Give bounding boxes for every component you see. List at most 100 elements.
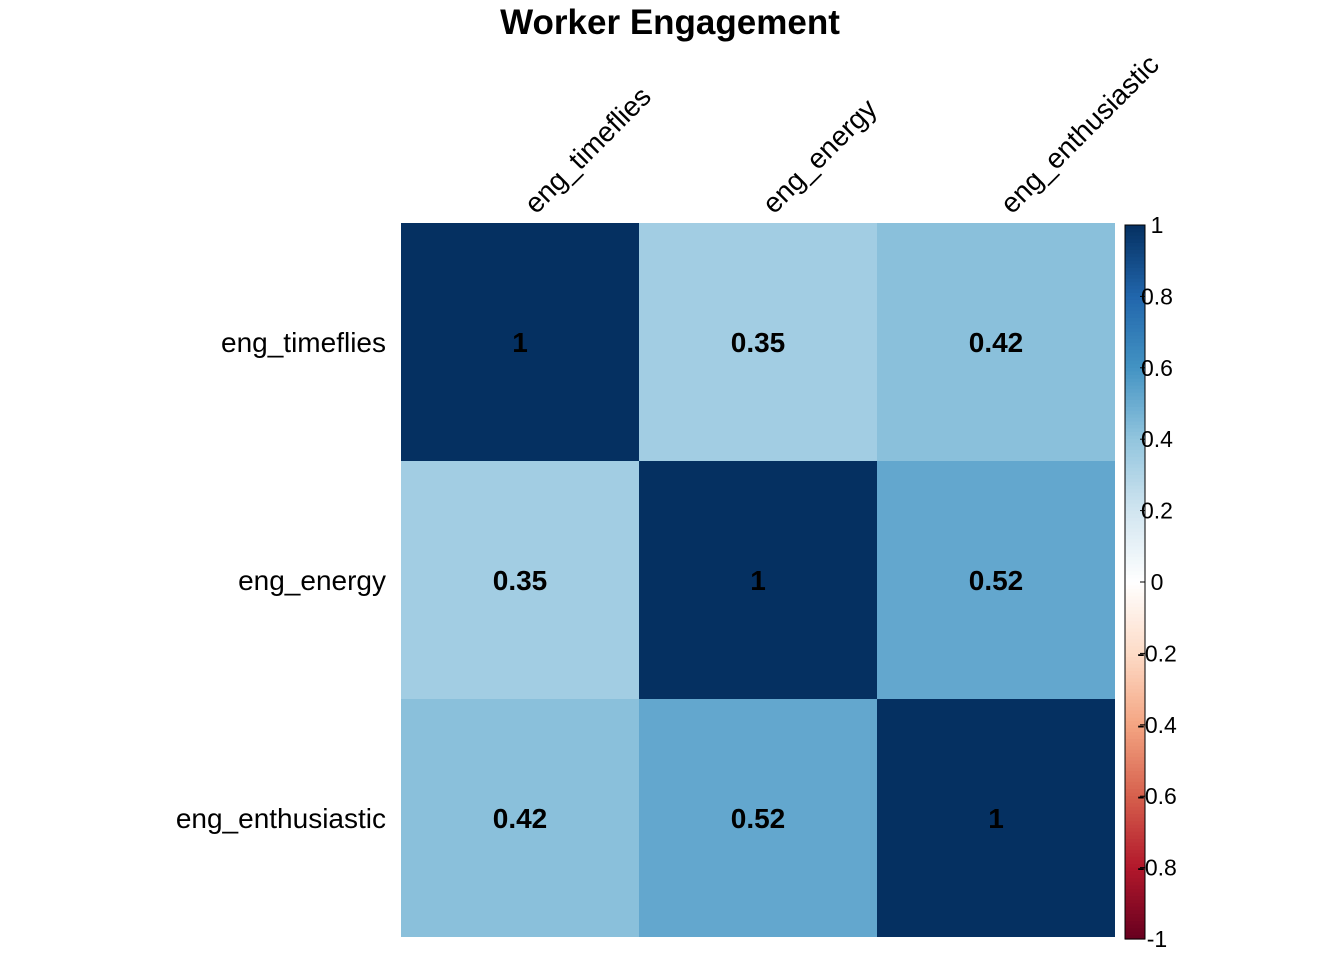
colorbar-segment	[1125, 317, 1145, 322]
colorbar-segment	[1125, 578, 1145, 583]
colorbar-segment	[1125, 535, 1145, 540]
colorbar-segment	[1125, 410, 1145, 415]
colorbar-segment	[1125, 924, 1145, 929]
colorbar-segment	[1125, 571, 1145, 576]
colorbar-segment	[1125, 810, 1145, 815]
colorbar-segment	[1125, 706, 1145, 712]
colorbar-segment	[1125, 346, 1145, 351]
heatmap-cell	[877, 461, 1115, 699]
colorbar-segment	[1125, 432, 1145, 437]
colorbar-segment	[1125, 935, 1145, 940]
colorbar-segment	[1125, 764, 1145, 769]
colorbar-segment	[1125, 749, 1145, 754]
colorbar-segment	[1125, 307, 1145, 312]
colorbar-segment	[1125, 524, 1145, 530]
colorbar-segment	[1125, 457, 1145, 462]
colorbar-segment	[1125, 396, 1145, 401]
colorbar-segment	[1125, 892, 1145, 897]
colorbar-segment	[1125, 428, 1145, 433]
colorbar-segment	[1125, 881, 1145, 887]
heatmap-cell	[401, 461, 639, 699]
colorbar-segment	[1125, 553, 1145, 558]
colorbar-segment	[1125, 628, 1145, 633]
column-label: eng_enthusiastic	[994, 49, 1165, 220]
column-label: eng_energy	[756, 93, 883, 220]
colorbar-segment	[1125, 703, 1145, 708]
colorbar-segment	[1125, 228, 1145, 233]
heatmap-cells: 1 0.35 0.42 0.35 1 0.52 0.42 0.52 1	[401, 223, 1115, 937]
colorbar-segment	[1125, 606, 1145, 612]
colorbar-segment	[1125, 246, 1145, 251]
colorbar-segment	[1125, 249, 1145, 255]
colorbar-segment	[1125, 824, 1145, 829]
colorbar-segment	[1125, 839, 1145, 844]
colorbar-segment	[1125, 274, 1145, 280]
colorbar-segment	[1125, 264, 1145, 269]
colorbar-segment	[1125, 767, 1145, 772]
colorbar-segment	[1125, 592, 1145, 597]
colorbar-segment	[1125, 610, 1145, 615]
colorbar-tick-label: 1	[1151, 212, 1164, 238]
colorbar-segment	[1125, 867, 1145, 872]
colorbar-segment	[1125, 799, 1145, 804]
colorbar-segment	[1125, 842, 1145, 847]
colorbar-segment	[1125, 821, 1145, 826]
colorbar-segment	[1125, 267, 1145, 273]
colorbar-segment	[1125, 614, 1145, 619]
column-labels: eng_timeflies eng_energy eng_enthusiastic	[518, 49, 1165, 220]
colorbar-segment	[1125, 399, 1145, 405]
colorbar-segment	[1125, 649, 1145, 654]
colorbar-segment	[1125, 728, 1145, 733]
colorbar-segment	[1125, 414, 1145, 419]
colorbar-segment	[1125, 742, 1145, 747]
colorbar-segment	[1125, 289, 1145, 294]
colorbar-segment	[1125, 364, 1145, 369]
colorbar-segment	[1125, 385, 1145, 390]
colorbar-segment	[1125, 681, 1145, 687]
colorbar-segment	[1125, 931, 1145, 937]
colorbar-segment	[1125, 656, 1145, 662]
colorbar-segment	[1125, 446, 1145, 451]
colorbar-tick-label: -0.6	[1137, 783, 1177, 809]
colorbar-segment	[1125, 856, 1145, 862]
colorbar-segment	[1125, 774, 1145, 779]
colorbar-segment	[1125, 696, 1145, 701]
colorbar-segment	[1125, 514, 1145, 519]
colorbar-segment	[1125, 724, 1145, 729]
colorbar-segment	[1125, 342, 1145, 347]
colorbar-segment	[1125, 374, 1145, 380]
colorbar-segment	[1125, 464, 1145, 469]
heatmap-cell	[877, 223, 1115, 461]
cell-value-label: 0.42	[969, 327, 1024, 358]
colorbar: 1 0.8 0.6 0.4 0.2 0 -0.2 -0.4 -0.6 -0.8 -1	[1124, 212, 1177, 952]
colorbar-segment	[1125, 485, 1145, 490]
colorbar-segment	[1125, 589, 1145, 594]
colorbar-segment	[1125, 496, 1145, 501]
colorbar-segment	[1125, 603, 1145, 608]
heatmap-cell	[877, 699, 1115, 937]
colorbar-tick-label: 0.6	[1141, 355, 1173, 381]
colorbar-segment	[1125, 282, 1145, 287]
colorbar-segment	[1125, 717, 1145, 722]
colorbar-tick-label: -0.8	[1137, 855, 1177, 881]
colorbar-segment	[1125, 421, 1145, 426]
colorbar-segment	[1125, 574, 1145, 580]
colorbar-segment	[1125, 792, 1145, 797]
colorbar-segment	[1125, 896, 1145, 901]
colorbar-segment	[1125, 746, 1145, 751]
colorbar-tick-label: -0.2	[1137, 640, 1177, 666]
colorbar-segment	[1125, 357, 1145, 362]
colorbar-segment	[1125, 253, 1145, 258]
colorbar-segment	[1125, 667, 1145, 672]
colorbar-segment	[1125, 674, 1145, 679]
colorbar-segment	[1125, 403, 1145, 408]
colorbar-segment	[1125, 678, 1145, 683]
colorbar-segment	[1125, 314, 1145, 319]
cell-value-label: 1	[750, 565, 766, 596]
colorbar-segment	[1125, 692, 1145, 697]
colorbar-segment	[1125, 471, 1145, 476]
colorbar-segment	[1125, 521, 1145, 526]
colorbar-segment	[1125, 335, 1145, 340]
colorbar-segment	[1125, 624, 1145, 630]
colorbar-segment	[1125, 910, 1145, 915]
